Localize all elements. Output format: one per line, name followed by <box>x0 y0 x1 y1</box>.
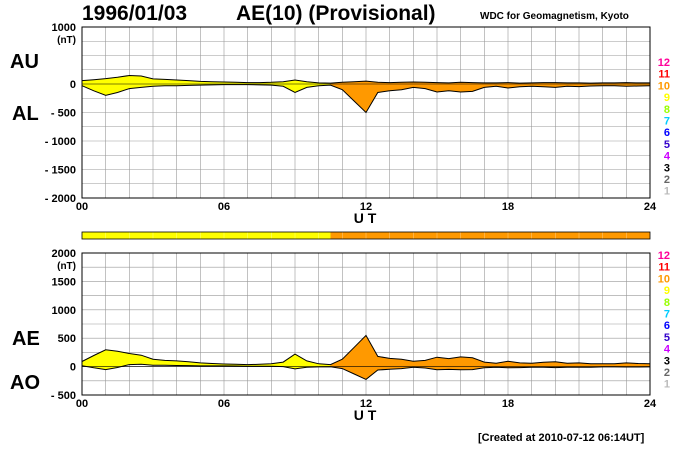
top-ytick-label: 1000 <box>52 22 76 34</box>
bottom-kp-scale-label: 9 <box>664 285 670 297</box>
top-ytick-label: - 1500 <box>45 165 76 177</box>
bottom-ytick-label: 1000 <box>52 305 76 317</box>
al-label: AL <box>12 103 39 125</box>
top-series-au-line <box>81 74 650 84</box>
bottom-kp-scale-label: 5 <box>664 332 670 344</box>
bottom-yunit-label: (nT) <box>57 261 76 272</box>
bottom-kp-scale-label: 2 <box>664 367 670 379</box>
top-xtick-label: 18 <box>502 201 514 213</box>
top-kp-scale-label: 4 <box>664 151 671 163</box>
top-kp-scale-label: 7 <box>664 116 670 128</box>
top-kp-scale-label: 8 <box>664 104 670 116</box>
bottom-series-ao-line <box>81 363 651 380</box>
top-ytick-label: - 2000 <box>45 193 76 205</box>
top-xtick-label: 12 <box>360 201 372 213</box>
bottom-ytick-label: - 500 <box>51 390 76 402</box>
bottom-xtick-label: 18 <box>502 398 514 410</box>
bottom-ytick-label: 2000 <box>52 248 76 260</box>
bottom-kp-scale-label: 10 <box>658 273 670 285</box>
top-kp-scale-label: 11 <box>658 69 670 81</box>
top-ytick-label: - 1000 <box>45 136 76 148</box>
kp-bar-frame <box>81 231 651 240</box>
top-kp-scale-label: 9 <box>664 92 670 104</box>
bottom-area-kp9 <box>82 349 331 370</box>
bottom-ytick-label: 500 <box>58 333 76 345</box>
top-plot-frame <box>81 26 651 199</box>
top-series-al-line <box>81 84 651 114</box>
kp-bar-segment <box>82 232 331 239</box>
top-kp-scale-label: 10 <box>658 80 670 92</box>
bottom-series-ae-line <box>81 334 651 366</box>
bottom-xtick-label: 12 <box>360 398 372 410</box>
bottom-kp-scale-label: 3 <box>664 355 670 367</box>
bottom-area-kp10 <box>330 335 650 380</box>
top-kp-scale-label: 5 <box>664 139 670 151</box>
bottom-plot-frame <box>81 252 651 396</box>
top-xtick-label: 00 <box>76 201 88 213</box>
top-kp-scale-label: 3 <box>664 162 670 174</box>
bottom-kp-scale-label: 7 <box>664 309 670 321</box>
bottom-kp-scale-label: 4 <box>664 344 671 356</box>
source-label: WDC for Geomagnetism, Kyoto <box>480 11 629 22</box>
bottom-xaxis-label: U T <box>354 407 377 423</box>
bottom-kp-scale-label: 6 <box>664 320 670 332</box>
au-label: AU <box>10 51 39 73</box>
top-xtick-label: 06 <box>218 201 230 213</box>
top-kp-scale-label: 12 <box>658 57 670 69</box>
top-yunit-label: (nT) <box>57 35 76 46</box>
bottom-kp-scale-label: 8 <box>664 297 670 309</box>
top-kp-scale-label: 6 <box>664 127 670 139</box>
top-kp-scale-label: 1 <box>664 186 670 198</box>
date-title: 1996/01/03 <box>82 2 188 25</box>
bottom-xtick-label: 00 <box>76 398 88 410</box>
chart-title: AE(10) (Provisional) <box>236 2 436 25</box>
bottom-kp-scale-label: 1 <box>664 379 670 391</box>
top-xaxis-label: U T <box>354 210 377 226</box>
bottom-kp-scale-label: 12 <box>658 250 670 262</box>
top-kp-scale-label: 2 <box>664 174 670 186</box>
bottom-ytick-label: 1500 <box>52 276 76 288</box>
bottom-kp-scale-label: 11 <box>658 262 670 274</box>
top-area-kp9 <box>82 75 331 96</box>
top-ytick-label: 0 <box>70 79 76 91</box>
ae-label: AE <box>12 328 40 350</box>
top-xtick-label: 24 <box>644 201 657 213</box>
ao-label: AO <box>10 372 40 394</box>
kp-bar-segment <box>330 232 650 239</box>
bottom-xtick-label: 24 <box>644 398 657 410</box>
bottom-ytick-label: 0 <box>70 362 76 374</box>
top-ytick-label: - 500 <box>51 108 76 120</box>
bottom-xtick-label: 06 <box>218 398 230 410</box>
created-timestamp: [Created at 2010-07-12 06:14UT] <box>478 432 645 444</box>
